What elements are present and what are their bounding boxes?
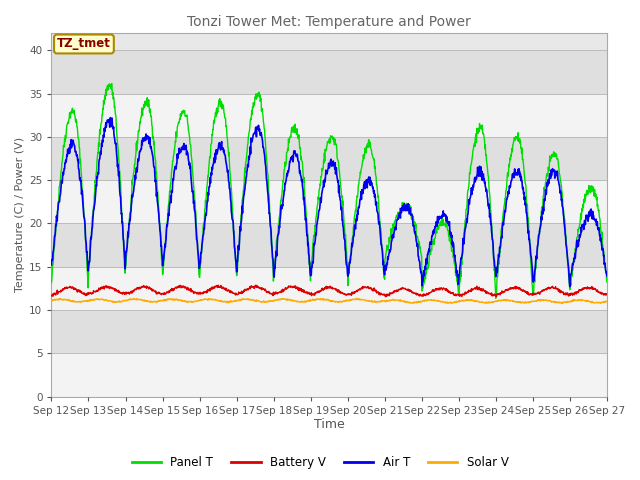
Line: Battery V: Battery V: [51, 285, 607, 297]
Bar: [51, 50, 607, 94]
Bar: [51, 353, 607, 396]
Solar V: [538, 297, 545, 302]
Battery V: [603, 292, 611, 298]
Panel T: [416, 245, 424, 251]
Solar V: [353, 295, 360, 301]
Solar V: [416, 299, 424, 305]
Panel T: [172, 138, 179, 144]
Air T: [416, 259, 424, 265]
Line: Air T: Air T: [51, 118, 607, 287]
Panel T: [108, 81, 115, 86]
Title: Tonzi Tower Met: Temperature and Power: Tonzi Tower Met: Temperature and Power: [188, 15, 471, 29]
Solar V: [171, 296, 179, 302]
Solar V: [488, 299, 496, 305]
Panel T: [492, 295, 500, 301]
Line: Solar V: Solar V: [51, 298, 607, 304]
Bar: [51, 180, 607, 223]
Air T: [603, 273, 611, 279]
Bar: [51, 137, 607, 180]
Solar V: [47, 298, 55, 303]
Panel T: [47, 280, 55, 286]
Panel T: [603, 279, 611, 285]
X-axis label: Time: Time: [314, 419, 344, 432]
Solar V: [234, 298, 241, 303]
Text: TZ_tmet: TZ_tmet: [57, 37, 111, 50]
Battery V: [489, 291, 497, 297]
Solar V: [558, 301, 566, 307]
Bar: [51, 267, 607, 310]
Battery V: [416, 293, 424, 299]
Battery V: [47, 293, 55, 299]
Bar: [51, 94, 607, 137]
Air T: [538, 214, 545, 219]
Air T: [107, 115, 115, 120]
Panel T: [158, 258, 166, 264]
Battery V: [234, 292, 241, 298]
Solar V: [157, 298, 165, 304]
Battery V: [171, 285, 179, 291]
Air T: [172, 164, 179, 170]
Panel T: [234, 266, 241, 272]
Air T: [234, 259, 241, 264]
Y-axis label: Temperature (C) / Power (V): Temperature (C) / Power (V): [15, 137, 25, 292]
Air T: [158, 252, 166, 258]
Bar: [51, 223, 607, 267]
Battery V: [214, 282, 222, 288]
Panel T: [538, 205, 545, 211]
Battery V: [382, 294, 390, 300]
Air T: [566, 284, 573, 289]
Legend: Panel T, Battery V, Air T, Solar V: Panel T, Battery V, Air T, Solar V: [127, 452, 513, 474]
Line: Panel T: Panel T: [51, 84, 607, 298]
Battery V: [538, 288, 545, 294]
Battery V: [157, 292, 165, 298]
Solar V: [603, 298, 611, 304]
Panel T: [488, 233, 496, 239]
Bar: [51, 310, 607, 353]
Air T: [47, 262, 55, 268]
Air T: [488, 237, 496, 242]
